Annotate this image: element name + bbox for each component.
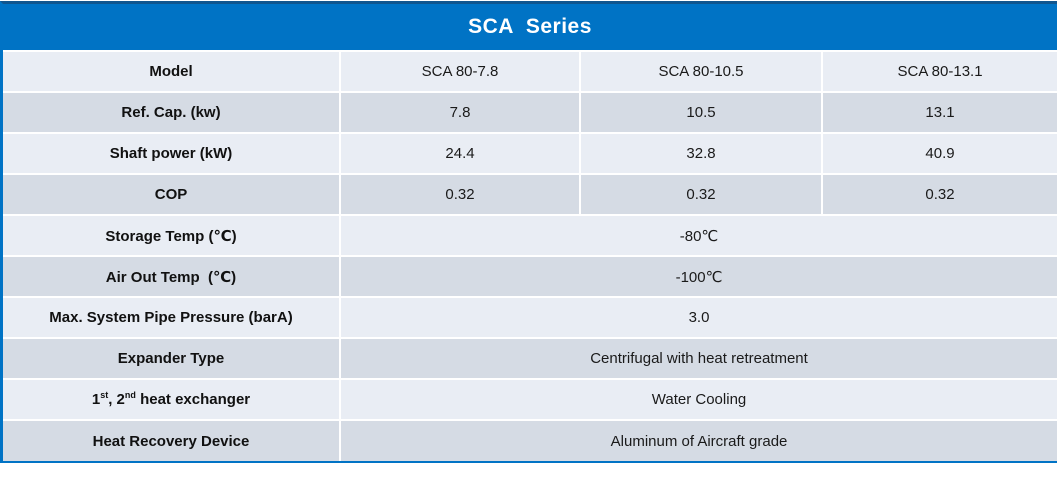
cell-shaft-power-3: 40.9: [822, 132, 1058, 174]
row-label-air-out-temp: Air Out Temp (℃): [3, 255, 341, 297]
row-label-cop: COP: [3, 173, 341, 215]
row-label-shaft-power: Shaft power (kW): [3, 132, 341, 174]
row-cop: COP 0.32 0.32 0.32: [3, 173, 1058, 215]
row-label-model: Model: [3, 50, 341, 92]
cell-expander-type: Centrifugal with heat retreatment: [340, 337, 1058, 379]
cell-ref-cap-3: 13.1: [822, 91, 1058, 133]
row-heat-recovery: Heat Recovery Device Aluminum of Aircraf…: [3, 419, 1058, 461]
row-label-ref-cap: Ref. Cap. (kw): [3, 91, 341, 133]
row-label-storage-temp: Storage Temp (℃): [3, 214, 341, 256]
row-label-max-pipe-pressure: Max. System Pipe Pressure (barA): [3, 296, 341, 338]
label-part-sup: st: [100, 390, 109, 400]
row-air-out-temp: Air Out Temp (℃) -100℃: [3, 255, 1058, 297]
row-label-expander-type: Expander Type: [3, 337, 341, 379]
cell-shaft-power-2: 32.8: [580, 132, 823, 174]
cell-cop-3: 0.32: [822, 173, 1058, 215]
row-expander-type: Expander Type Centrifugal with heat retr…: [3, 337, 1058, 379]
cell-cop-2: 0.32: [580, 173, 823, 215]
row-ref-cap: Ref. Cap. (kw) 7.8 10.5 13.1: [3, 91, 1058, 133]
cell-air-out-temp: -100℃: [340, 255, 1058, 297]
cell-ref-cap-2: 10.5: [580, 91, 823, 133]
row-shaft-power: Shaft power (kW) 24.4 32.8 40.9: [3, 132, 1058, 174]
cell-cop-1: 0.32: [340, 173, 581, 215]
cell-storage-temp: -80℃: [340, 214, 1058, 256]
row-label-heat-exchanger: 1st, 2nd heat exchanger: [3, 378, 341, 420]
cell-heat-recovery: Aluminum of Aircraft grade: [340, 419, 1058, 461]
cell-heat-exchanger: Water Cooling: [340, 378, 1058, 420]
row-label-heat-recovery: Heat Recovery Device: [3, 419, 341, 461]
row-model: Model SCA 80-7.8 SCA 80-10.5 SCA 80-13.1: [3, 50, 1058, 92]
label-part: heat exchanger: [135, 391, 251, 408]
cell-model-3: SCA 80-13.1: [822, 50, 1058, 92]
row-max-pipe-pressure: Max. System Pipe Pressure (barA) 3.0: [3, 296, 1058, 338]
cell-model-1: SCA 80-7.8: [340, 50, 581, 92]
spec-table-wrapper: SCA Series Model SCA 80-7.8 SCA 80-10.5 …: [0, 1, 1058, 463]
cell-max-pipe-pressure: 3.0: [340, 296, 1058, 338]
label-part: 1: [91, 391, 101, 408]
label-part-sup: nd: [124, 390, 136, 400]
label-part: , 2: [108, 391, 125, 408]
row-storage-temp: Storage Temp (℃) -80℃: [3, 214, 1058, 256]
cell-ref-cap-1: 7.8: [340, 91, 581, 133]
table-title: SCA Series: [3, 4, 1058, 51]
cell-shaft-power-1: 24.4: [340, 132, 581, 174]
row-heat-exchanger: 1st, 2nd heat exchanger Water Cooling: [3, 378, 1058, 420]
header-row: SCA Series: [3, 4, 1058, 51]
spec-table: SCA Series Model SCA 80-7.8 SCA 80-10.5 …: [3, 4, 1058, 461]
cell-model-2: SCA 80-10.5: [580, 50, 823, 92]
